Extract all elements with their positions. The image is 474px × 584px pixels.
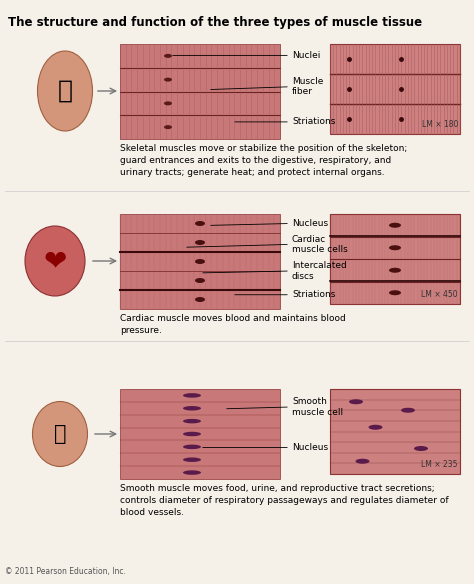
Ellipse shape [356, 459, 370, 464]
Ellipse shape [37, 51, 92, 131]
Bar [120, 44, 280, 139]
Ellipse shape [164, 102, 172, 105]
Ellipse shape [195, 240, 205, 245]
Ellipse shape [414, 446, 428, 451]
Ellipse shape [164, 54, 172, 58]
Text: Nucleus: Nucleus [292, 219, 328, 228]
Ellipse shape [183, 470, 201, 475]
Bar [330, 389, 460, 474]
Ellipse shape [164, 78, 172, 82]
Text: Cardiac muscle moves blood and maintains blood
pressure.: Cardiac muscle moves blood and maintains… [120, 314, 346, 335]
Text: Nucleus: Nucleus [292, 443, 328, 452]
Text: 🫁: 🫁 [54, 424, 66, 444]
Text: Intercalated
discs: Intercalated discs [292, 261, 347, 281]
Text: Skeletal muscles move or stabilize the position of the skeleton;
guard entrances: Skeletal muscles move or stabilize the p… [120, 144, 407, 176]
Text: Muscle
fiber: Muscle fiber [292, 77, 323, 96]
Bar [120, 214, 280, 309]
Text: The structure and function of the three types of muscle tissue: The structure and function of the three … [8, 16, 422, 29]
Ellipse shape [368, 425, 383, 430]
Text: Smooth
muscle cell: Smooth muscle cell [292, 397, 343, 417]
Ellipse shape [349, 399, 363, 404]
Ellipse shape [33, 402, 88, 467]
Ellipse shape [183, 432, 201, 436]
Ellipse shape [195, 259, 205, 264]
Ellipse shape [389, 223, 401, 228]
Bar [120, 389, 280, 479]
Bar [330, 44, 460, 134]
Text: LM × 235: LM × 235 [421, 460, 458, 469]
Text: 💪: 💪 [57, 79, 73, 103]
Ellipse shape [195, 221, 205, 226]
Text: Striations: Striations [292, 117, 336, 126]
Ellipse shape [183, 457, 201, 462]
Text: LM × 180: LM × 180 [422, 120, 458, 129]
Text: Smooth muscle moves food, urine, and reproductive tract secretions;
controls dia: Smooth muscle moves food, urine, and rep… [120, 484, 448, 517]
Ellipse shape [25, 226, 85, 296]
Ellipse shape [164, 125, 172, 129]
Text: LM × 450: LM × 450 [421, 290, 458, 299]
Ellipse shape [195, 297, 205, 302]
Ellipse shape [183, 444, 201, 449]
Ellipse shape [183, 393, 201, 398]
Text: ❤: ❤ [44, 247, 67, 275]
Ellipse shape [389, 267, 401, 273]
Ellipse shape [401, 408, 415, 413]
Text: Cardiac
muscle cells: Cardiac muscle cells [292, 235, 348, 254]
Ellipse shape [183, 419, 201, 423]
Ellipse shape [183, 406, 201, 411]
Ellipse shape [195, 278, 205, 283]
Text: Striations: Striations [292, 290, 336, 299]
Text: Nuclei: Nuclei [292, 51, 320, 60]
Bar [330, 214, 460, 304]
Ellipse shape [389, 245, 401, 251]
Text: © 2011 Pearson Education, Inc.: © 2011 Pearson Education, Inc. [5, 567, 126, 576]
Ellipse shape [389, 290, 401, 296]
